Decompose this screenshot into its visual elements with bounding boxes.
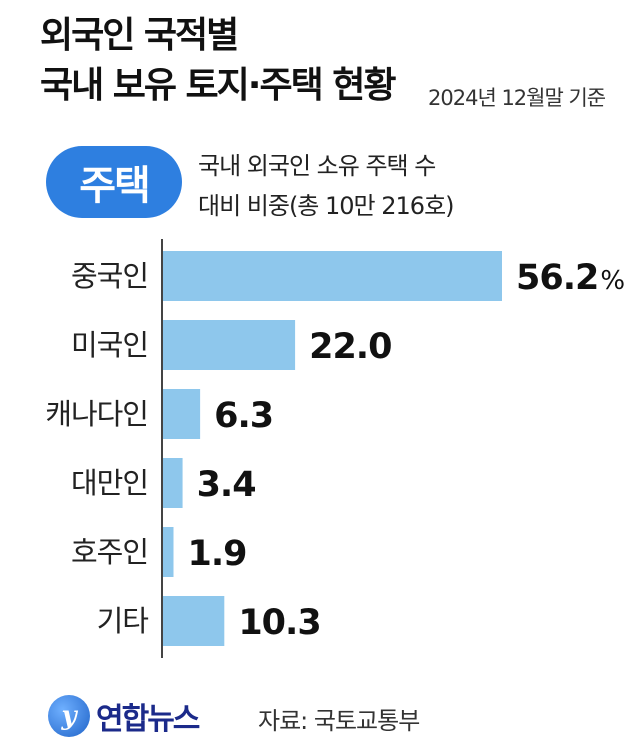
chart-title-line2: 국내 보유 토지·주택 현황 — [40, 65, 396, 106]
bar-2 — [162, 389, 201, 439]
yonhap-logo-icon: y — [48, 695, 90, 737]
bar-4 — [162, 527, 174, 577]
bar-chart: 중국인 56.2% 미국인 22.0 캐나다인 6.3 대만인 3.4 호주인 1.9 기타 10.3 — [45, 239, 625, 658]
yonhap-logo-text: 연합뉴스 — [96, 702, 200, 737]
bar-3 — [162, 458, 183, 508]
bar-1 — [162, 320, 296, 370]
yonhap-logo: y 연합뉴스 — [48, 694, 200, 738]
data-source: 자료: 국토교통부 — [258, 707, 420, 735]
housing-badge: 주택 — [46, 146, 182, 218]
bar-5 — [162, 596, 225, 646]
category-label-4: 호주인 — [71, 535, 148, 569]
value-label-1: 22.0 — [309, 327, 391, 367]
bar-0 — [162, 251, 502, 301]
chart-description-line2: 대비 비중(총 10만 216호) — [198, 192, 455, 220]
unit-label: % — [600, 266, 624, 296]
category-label-2: 캐나다인 — [45, 397, 148, 431]
value-label-0: 56.2% — [516, 258, 624, 298]
value-label-5: 10.3 — [238, 603, 320, 643]
category-label-5: 기타 — [97, 604, 149, 638]
value-label-3: 3.4 — [197, 465, 256, 505]
category-label-0: 중국인 — [71, 259, 148, 293]
chart-title-line1: 외국인 국적별 — [40, 15, 239, 56]
chart-description-line1: 국내 외국인 소유 주택 수 — [198, 152, 436, 180]
category-label-1: 미국인 — [71, 328, 148, 362]
value-label-4: 1.9 — [187, 534, 246, 574]
category-label-3: 대만인 — [71, 466, 148, 500]
value-label-2: 6.3 — [214, 396, 273, 436]
as-of-date: 2024년 12월말 기준 — [428, 86, 606, 110]
